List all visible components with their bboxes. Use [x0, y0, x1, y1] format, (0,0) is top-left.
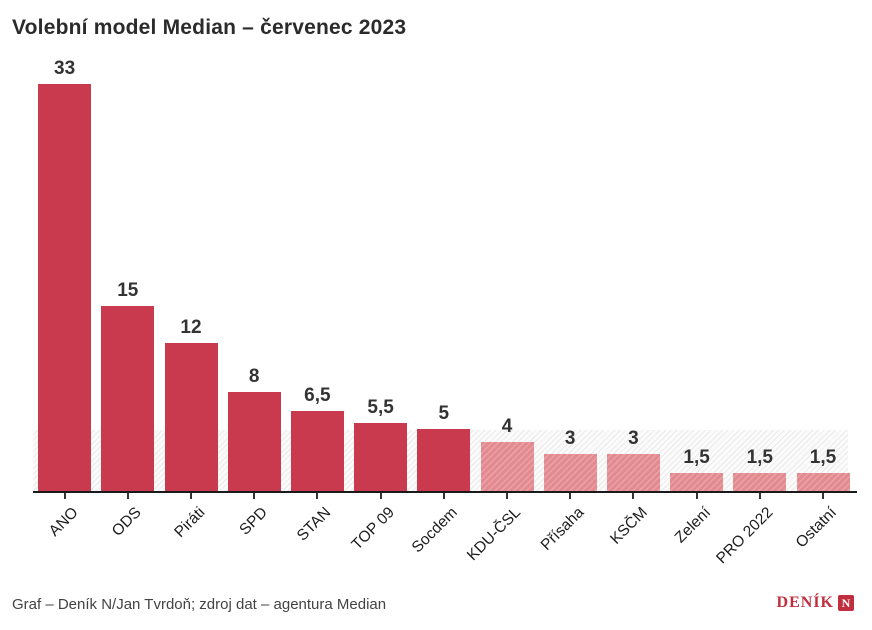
x-label-STAN: STAN [293, 504, 335, 545]
axis-tick [316, 493, 319, 499]
bar-Piráti [164, 343, 218, 491]
x-axis-line [33, 491, 857, 493]
x-label-Zelení: Zelení [671, 504, 714, 547]
axis-tick [253, 493, 256, 499]
bar-STAN [290, 410, 344, 491]
value-label: 1,5 [683, 446, 710, 468]
axis-tick [758, 493, 761, 499]
chart-title: Volební model Median – červenec 2023 [12, 16, 407, 39]
x-label-TOP 09: TOP 09 [348, 504, 398, 554]
value-label: 12 [180, 317, 202, 339]
value-label: 6,5 [304, 384, 331, 406]
bar-KDU-ČSL [480, 441, 534, 491]
value-label: 4 [501, 415, 513, 437]
value-label: 8 [248, 366, 260, 388]
bar-SPD [227, 392, 281, 491]
value-label: 15 [117, 280, 139, 302]
value-label: 3 [628, 428, 639, 449]
bar-Zelení [670, 472, 724, 491]
x-label-Socdem: Socdem [408, 504, 461, 557]
x-label-ODS: ODS [109, 504, 145, 540]
x-label-Piráti: Piráti [171, 504, 209, 542]
axis-tick [569, 493, 572, 499]
axis-tick [190, 493, 192, 499]
value-label: 5 [438, 403, 450, 425]
axis-tick [63, 493, 66, 499]
axis-tick [442, 493, 445, 499]
denik-n-logo: DENÍK N [777, 594, 854, 612]
bar-ANO [38, 84, 92, 491]
x-label-PRO 2022: PRO 2022 [713, 504, 777, 568]
x-label-KSČM: KSČM [606, 504, 651, 548]
axis-tick [695, 493, 698, 499]
bar-ODS [101, 306, 155, 491]
x-label-ANO: ANO [45, 504, 82, 540]
bar-Socdem [417, 429, 471, 491]
value-label: 33 [54, 58, 76, 80]
bar-Přísaha [543, 454, 597, 491]
logo-wordmark: DENÍK [776, 594, 834, 611]
x-label-SPD: SPD [236, 504, 272, 539]
x-label-Ostatní: Ostatní [792, 504, 841, 552]
axis-tick [379, 493, 382, 499]
x-label-KDU-ČSL: KDU-ČSL [463, 504, 525, 565]
bar-TOP 09 [354, 423, 408, 491]
axis-tick [126, 493, 129, 499]
bar-Ostatní [796, 472, 850, 491]
bar-PRO 2022 [733, 472, 787, 491]
axis-tick [632, 493, 635, 499]
value-label: 3 [564, 428, 576, 449]
value-label: 1,5 [746, 446, 773, 468]
axis-tick [506, 493, 508, 499]
x-label-Přísaha: Přísaha [537, 504, 588, 554]
axis-tick [822, 493, 824, 499]
credit-text: Graf – Deník N/Jan Tvrdoň; zdroj dat – a… [12, 596, 387, 613]
value-label: 5,5 [367, 397, 394, 419]
value-label: 1,5 [809, 446, 837, 468]
logo-n-icon: N [838, 595, 854, 611]
bar-KSČM [606, 454, 660, 491]
